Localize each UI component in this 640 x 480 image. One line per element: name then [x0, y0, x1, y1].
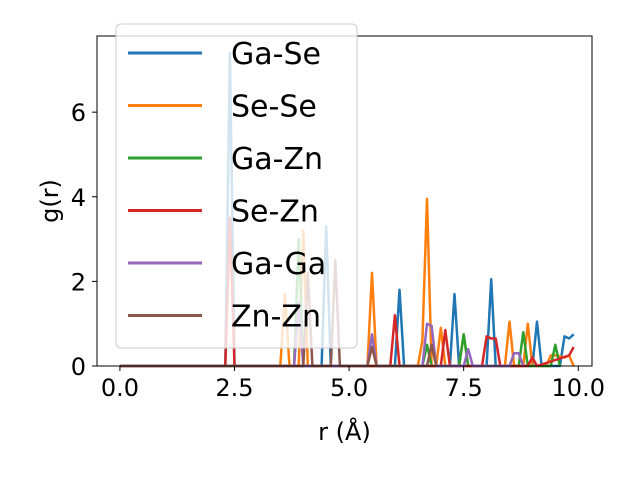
y-tick-label: 4: [71, 184, 86, 212]
x-tick-label: 7.5: [445, 374, 483, 402]
series-line-ga-ga: [119, 301, 525, 368]
legend-label: Se-Se: [231, 90, 317, 125]
y-tick-label: 6: [71, 99, 86, 127]
y-axis-label: g(r): [36, 179, 64, 223]
legend-label: Ga-Ga: [231, 247, 326, 282]
x-tick-label: 5.0: [330, 374, 368, 402]
legend-label: Zn-Zn: [231, 300, 321, 335]
legend-label: Ga-Se: [231, 37, 321, 72]
x-axis-ticks: 0.0 2.5 5.0 7.5 10.0: [101, 366, 605, 402]
x-tick-label: 10.0: [552, 374, 605, 402]
y-tick-label: 2: [71, 268, 86, 296]
x-axis-label: r (Å): [318, 417, 371, 446]
y-axis-ticks: 0 2 4 6: [71, 99, 97, 381]
x-tick-label: 2.5: [215, 374, 253, 402]
y-tick-label: 0: [71, 353, 86, 381]
legend: Ga-Se Se-Se Ga-Zn Se-Zn Ga-Ga Zn-Zn: [115, 23, 358, 349]
x-tick-label: 0.0: [101, 374, 139, 402]
legend-label: Ga-Zn: [231, 142, 323, 177]
legend-label: Se-Zn: [231, 195, 319, 230]
